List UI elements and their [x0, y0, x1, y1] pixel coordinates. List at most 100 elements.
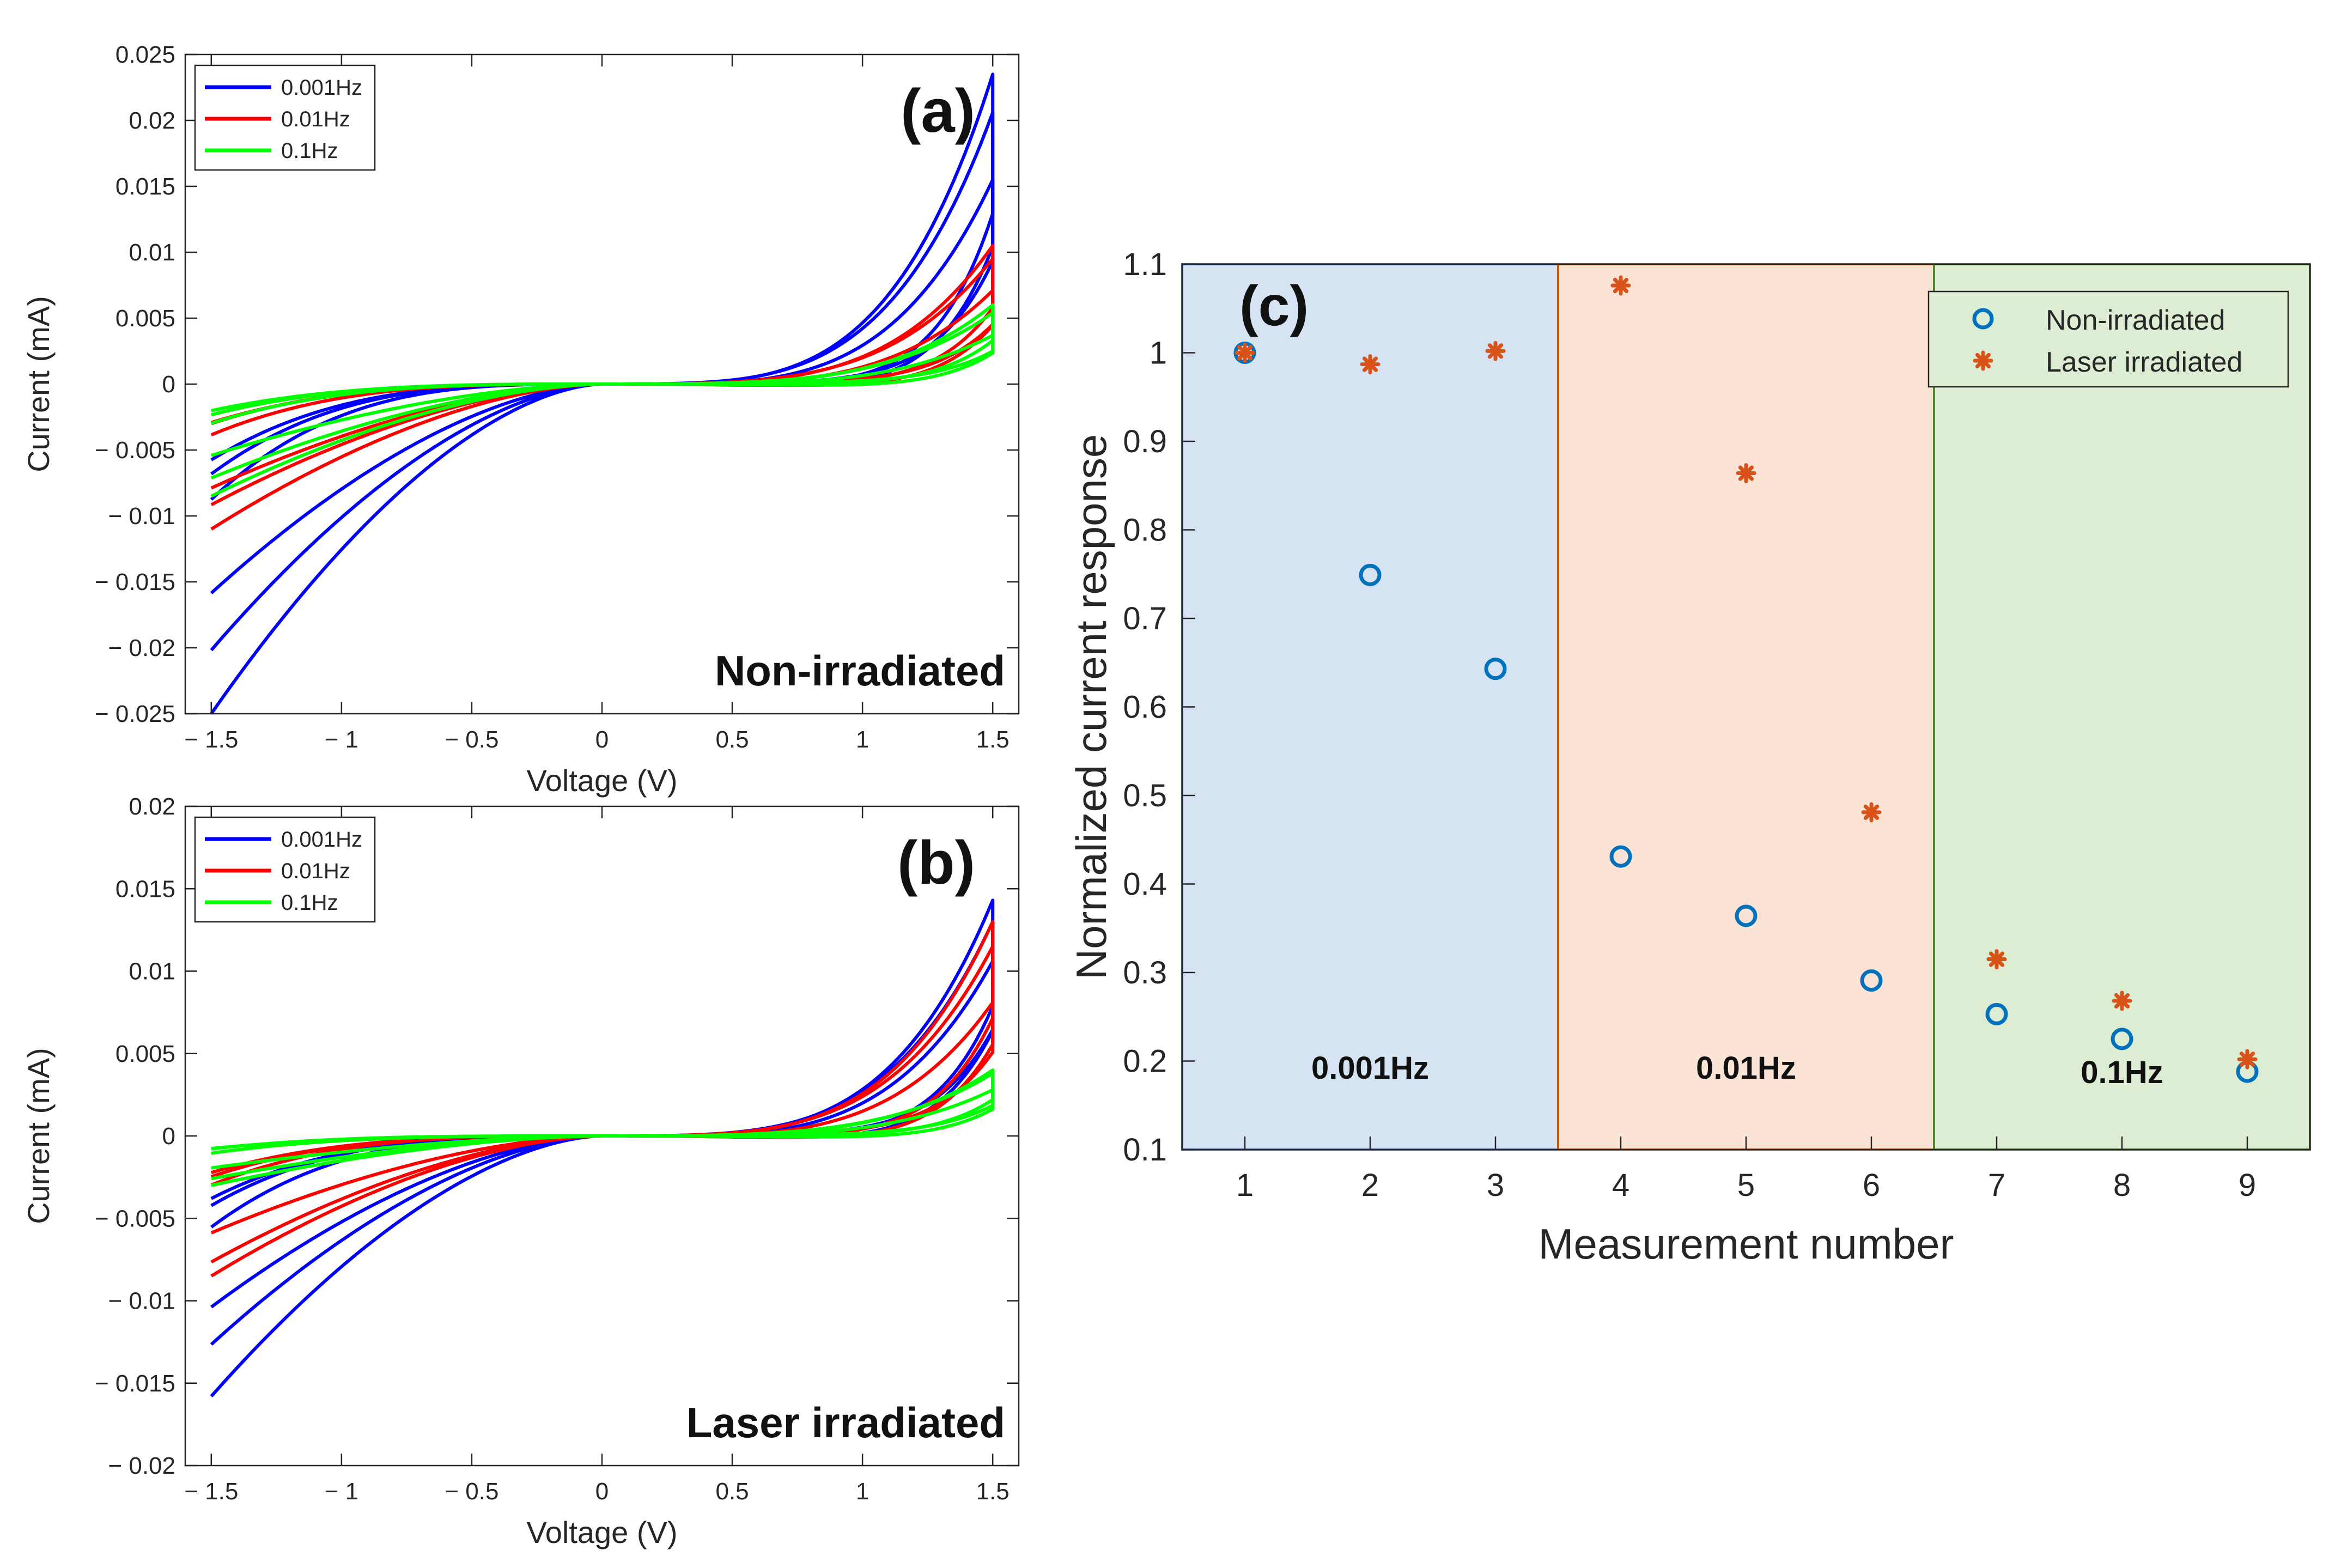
- region-label: 0.001Hz: [1311, 1050, 1429, 1086]
- legend-box: [1927, 290, 2289, 388]
- data-point-non-irradiated: [1735, 904, 1758, 927]
- x-tick-label: 0.5: [715, 1478, 749, 1505]
- y-tick-label: − 0.02: [108, 635, 175, 661]
- legend-marker-laser-irradiated: [1973, 350, 1993, 371]
- x-tick-label: 1: [1236, 1168, 1254, 1203]
- y-tick-label: − 0.015: [95, 1370, 175, 1397]
- data-point-laser-irradiated: [2237, 1049, 2258, 1069]
- condition-annotation: Non-irradiated: [715, 647, 1005, 695]
- data-point-laser-irradiated: [1861, 802, 1882, 823]
- y-tick-label: 0.8: [1123, 513, 1167, 548]
- asterisk-stroke: [1613, 277, 1629, 294]
- y-tick-label: 0.005: [115, 1041, 175, 1067]
- y-tick-label: 0.005: [115, 305, 175, 332]
- x-tick-label: 0.5: [715, 726, 749, 753]
- region-label: 0.01Hz: [1696, 1050, 1796, 1086]
- data-point-laser-irradiated: [1986, 949, 2007, 970]
- legend-label: Non-irradiated: [2046, 305, 2225, 336]
- asterisk-stroke: [1237, 345, 1253, 361]
- y-tick-label: 0.01: [129, 239, 175, 266]
- y-tick-label: 0.02: [129, 793, 175, 820]
- panel-b-cv-chart: − 1.5 − 1 − 0.5 0 0.5 1 1.5 − 0.02 − 0.015 − 0.01…: [21, 793, 1020, 1549]
- x-tick-label: 1.5: [976, 1478, 1010, 1505]
- y-tick-label: − 0.005: [95, 1205, 175, 1232]
- frequency-region-0.1Hz: [1933, 263, 2311, 1151]
- y-tick-label: 0.025: [115, 41, 175, 68]
- y-tick-label: − 0.01: [108, 503, 175, 530]
- frequency-region-0.001Hz: [1181, 263, 1559, 1151]
- panel-label: (b): [897, 829, 975, 897]
- panel-label: (a): [901, 77, 975, 145]
- data-point-laser-irradiated: [2112, 990, 2132, 1011]
- y-tick-label: 0.4: [1123, 867, 1167, 902]
- y-axis-label: Normalized current response: [1067, 434, 1115, 980]
- x-tick-label: 5: [1737, 1168, 1755, 1203]
- x-tick-label: − 1: [325, 726, 358, 753]
- y-tick-label: 0.01: [129, 958, 175, 985]
- x-axis-label: Measurement number: [1538, 1220, 1954, 1268]
- asterisk-stroke: [1863, 804, 1880, 820]
- x-tick-label: 9: [2239, 1168, 2256, 1203]
- panel-label: (c): [1239, 275, 1309, 338]
- x-tick-label: 7: [1988, 1168, 2005, 1203]
- y-tick-label: − 0.02: [108, 1452, 175, 1479]
- y-tick-label: 0: [162, 1123, 175, 1150]
- x-tick-label: 1.5: [976, 726, 1010, 753]
- asterisk-stroke: [1989, 951, 2005, 967]
- y-tick-label: 0.1: [1123, 1132, 1167, 1168]
- data-point-non-irradiated: [1609, 845, 1632, 868]
- y-tick-label: − 0.01: [108, 1288, 175, 1315]
- y-tick-label: 0.7: [1123, 601, 1167, 636]
- data-point-laser-irradiated: [1360, 354, 1381, 375]
- x-tick-label: 1: [856, 1478, 869, 1505]
- x-tick-label: 4: [1612, 1168, 1629, 1203]
- x-axis-label: Voltage (V): [526, 763, 677, 798]
- legend-label: 0.1Hz: [281, 891, 338, 915]
- data-point-non-irradiated: [1484, 658, 1507, 680]
- data-point-laser-irradiated: [1610, 275, 1631, 296]
- y-tick-label: − 0.015: [95, 569, 175, 595]
- asterisk-stroke: [1362, 356, 1378, 372]
- panel-c-scatter-chart: 1 2 3 4 5 6 7 8 9 0.1 0.2 0.3 0.4 0.5 0.6 0.7 0.8 0.9 1 1.1…: [1067, 247, 2311, 1268]
- x-tick-label: − 0.5: [445, 726, 498, 753]
- y-axis-label: Current (mA): [21, 1048, 56, 1224]
- asterisk-stroke: [2239, 1052, 2255, 1067]
- y-tick-label: 0.6: [1123, 690, 1167, 725]
- legend-label: 0.1Hz: [281, 139, 338, 163]
- data-point-non-irradiated: [2111, 1028, 2133, 1050]
- y-tick-label: 0.3: [1123, 955, 1167, 990]
- x-tick-label: 3: [1487, 1168, 1504, 1203]
- y-tick-label: − 0.005: [95, 437, 175, 464]
- y-tick-label: 0: [162, 371, 175, 398]
- data-point-laser-irradiated: [1485, 341, 1506, 361]
- legend-marker-non-irradiated: [1972, 308, 1994, 330]
- x-tick-label: 2: [1361, 1168, 1379, 1203]
- asterisk-stroke: [1487, 343, 1504, 359]
- x-tick-label: − 1: [325, 1478, 358, 1505]
- y-tick-label: 1.1: [1123, 247, 1167, 282]
- x-tick-label: − 1.5: [184, 726, 238, 753]
- y-tick-label: 0.2: [1123, 1044, 1167, 1079]
- panel-a-cv-chart: − 1.5 − 1 − 0.5 0 0.5 1 1.5 − 0.025 − 0.02 − 0.01…: [21, 41, 1020, 798]
- frequency-region-0.01Hz: [1557, 263, 1935, 1151]
- y-axis-label: Current (mA): [21, 296, 56, 472]
- y-tick-label: 0.9: [1123, 424, 1167, 459]
- y-tick-label: 0.015: [115, 876, 175, 902]
- asterisk-stroke: [2114, 993, 2130, 1009]
- legend-label: 0.001Hz: [281, 828, 362, 852]
- x-tick-label: 0: [595, 1478, 609, 1505]
- series-0.1Hz-loop-3: [211, 1088, 995, 1170]
- legend-label: Laser irradiated: [2046, 347, 2242, 378]
- y-tick-label: − 0.025: [95, 701, 175, 727]
- data-point-laser-irradiated: [1235, 343, 1255, 363]
- x-tick-label: 1: [856, 726, 869, 753]
- data-point-non-irradiated: [1985, 1002, 2008, 1025]
- region-label: 0.1Hz: [2081, 1055, 2163, 1090]
- y-tick-label: 0.02: [129, 107, 175, 134]
- series-0.1Hz-loop-3: [210, 333, 995, 457]
- x-tick-label: − 1.5: [184, 1478, 238, 1505]
- legend-label: 0.001Hz: [281, 76, 362, 100]
- x-axis-label: Voltage (V): [526, 1515, 677, 1549]
- asterisk-stroke: [1975, 353, 1991, 369]
